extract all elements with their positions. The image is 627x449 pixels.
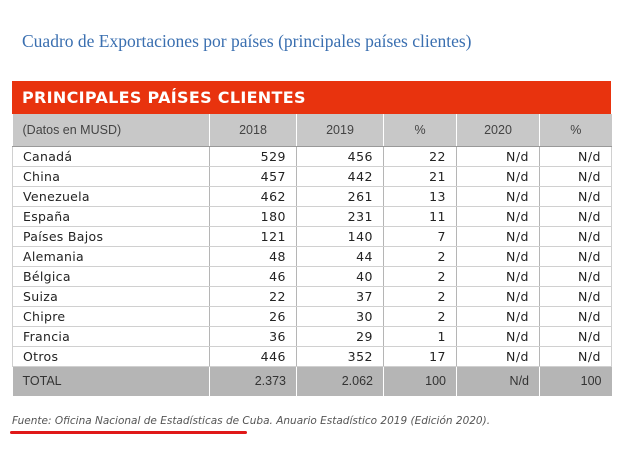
- cell-country: Canadá: [12, 145, 210, 167]
- cell-percent-2019: 11: [383, 206, 457, 227]
- cell-value-2019: 40: [296, 266, 384, 287]
- table-row: Venezuela 462 261 13 N/d N/d: [12, 186, 612, 207]
- table-row: Canadá 529 456 22 N/d N/d: [12, 145, 612, 167]
- cell-value-2018: 26: [209, 306, 297, 327]
- cell-value-2019: 231: [296, 206, 384, 227]
- cell-value-2019: 30: [296, 306, 384, 327]
- cell-value-2019: 44: [296, 246, 384, 267]
- cell-country: Chipre: [12, 306, 210, 327]
- cell-value-2018: 22: [209, 286, 297, 307]
- exports-table: PRINCIPALES PAÍSES CLIENTES (Datos en MU…: [12, 81, 612, 396]
- cell-value-2019: 442: [296, 166, 384, 187]
- cell-value-2020: N/d: [456, 226, 540, 247]
- cell-value-2020: N/d: [456, 306, 540, 327]
- cell-value-2020: N/d: [456, 145, 540, 167]
- cell-value-2018: 180: [209, 206, 297, 227]
- cell-value-2020: N/d: [456, 206, 540, 227]
- cell-percent-2019: 2: [383, 286, 457, 307]
- cell-percent-2019: 21: [383, 166, 457, 187]
- cell-percent-2020: N/d: [539, 166, 612, 187]
- header-row: (Datos en MUSD) 2018 2019 % 2020 %: [12, 114, 612, 147]
- header-2020: 2020: [456, 114, 540, 147]
- source-rest: . Anuario Estadístico 2019 (Edición 2020…: [269, 415, 491, 427]
- page-title: Cuadro de Exportaciones por países (prin…: [22, 31, 472, 51]
- cell-value-2018: 529: [209, 145, 297, 167]
- cell-value-2020: N/d: [456, 166, 540, 187]
- source-label: Fuente: Oficina Nacional de Estadísticas…: [12, 415, 270, 427]
- cell-value-2020: N/d: [456, 286, 540, 307]
- cell-percent-2020: N/d: [539, 186, 612, 207]
- total-label: TOTAL: [12, 366, 210, 396]
- cell-country: China: [12, 166, 210, 187]
- cell-percent-2020: N/d: [539, 145, 612, 167]
- cell-value-2018: 36: [209, 326, 297, 347]
- header-2018: 2018: [209, 114, 297, 147]
- cell-percent-2019: 22: [383, 145, 457, 167]
- cell-value-2018: 462: [209, 186, 297, 207]
- header-percent-2020: %: [539, 114, 612, 147]
- table-row: Suiza 22 37 2 N/d N/d: [12, 286, 612, 307]
- total-2018: 2.373: [209, 366, 297, 396]
- red-underline-mark: [10, 431, 247, 434]
- cell-value-2018: 121: [209, 226, 297, 247]
- cell-value-2020: N/d: [456, 346, 540, 367]
- cell-country: Bélgica: [12, 266, 210, 287]
- cell-value-2019: 29: [296, 326, 384, 347]
- cell-percent-2020: N/d: [539, 306, 612, 327]
- header-percent-2019: %: [383, 114, 457, 147]
- cell-percent-2019: 17: [383, 346, 457, 367]
- cell-percent-2019: 2: [383, 246, 457, 267]
- cell-percent-2020: N/d: [539, 266, 612, 287]
- total-2020: N/d: [456, 366, 540, 396]
- table-row: Francia 36 29 1 N/d N/d: [12, 326, 612, 347]
- data-table: (Datos en MUSD) 2018 2019 % 2020 % Canad…: [12, 114, 612, 396]
- cell-country: Suiza: [12, 286, 210, 307]
- cell-percent-2020: N/d: [539, 206, 612, 227]
- cell-percent-2020: N/d: [539, 326, 612, 347]
- total-percent-2019: 100: [383, 366, 457, 396]
- cell-value-2020: N/d: [456, 186, 540, 207]
- table-row: Alemania 48 44 2 N/d N/d: [12, 246, 612, 267]
- table-row: Chipre 26 30 2 N/d N/d: [12, 306, 612, 327]
- table-row: Países Bajos 121 140 7 N/d N/d: [12, 226, 612, 247]
- cell-value-2018: 48: [209, 246, 297, 267]
- cell-value-2020: N/d: [456, 326, 540, 347]
- total-row: TOTAL 2.373 2.062 100 N/d 100: [12, 366, 612, 396]
- header-units: (Datos en MUSD): [12, 114, 210, 147]
- total-percent-2020: 100: [539, 366, 612, 396]
- cell-country: España: [12, 206, 210, 227]
- cell-percent-2020: N/d: [539, 346, 612, 367]
- cell-country: Alemania: [12, 246, 210, 267]
- cell-percent-2019: 13: [383, 186, 457, 207]
- cell-country: Países Bajos: [12, 226, 210, 247]
- cell-percent-2020: N/d: [539, 226, 612, 247]
- cell-value-2019: 352: [296, 346, 384, 367]
- table-row: España 180 231 11 N/d N/d: [12, 206, 612, 227]
- cell-value-2018: 46: [209, 266, 297, 287]
- cell-value-2020: N/d: [456, 246, 540, 267]
- total-2019: 2.062: [296, 366, 384, 396]
- cell-country: Francia: [12, 326, 210, 347]
- cell-value-2018: 446: [209, 346, 297, 367]
- cell-value-2019: 456: [296, 145, 384, 167]
- cell-percent-2020: N/d: [539, 286, 612, 307]
- cell-country: Otros: [12, 346, 210, 367]
- cell-percent-2019: 2: [383, 266, 457, 287]
- table-row: Bélgica 46 40 2 N/d N/d: [12, 266, 612, 287]
- cell-percent-2019: 1: [383, 326, 457, 347]
- table-banner: PRINCIPALES PAÍSES CLIENTES: [12, 81, 611, 114]
- cell-value-2019: 140: [296, 226, 384, 247]
- cell-country: Venezuela: [12, 186, 210, 207]
- cell-percent-2020: N/d: [539, 246, 612, 267]
- cell-value-2019: 37: [296, 286, 384, 307]
- table-row: China 457 442 21 N/d N/d: [12, 166, 612, 187]
- cell-percent-2019: 7: [383, 226, 457, 247]
- source-note: Fuente: Oficina Nacional de Estadísticas…: [12, 415, 490, 427]
- header-2019: 2019: [296, 114, 384, 147]
- cell-value-2020: N/d: [456, 266, 540, 287]
- cell-percent-2019: 2: [383, 306, 457, 327]
- table-row: Otros 446 352 17 N/d N/d: [12, 346, 612, 367]
- cell-value-2019: 261: [296, 186, 384, 207]
- cell-value-2018: 457: [209, 166, 297, 187]
